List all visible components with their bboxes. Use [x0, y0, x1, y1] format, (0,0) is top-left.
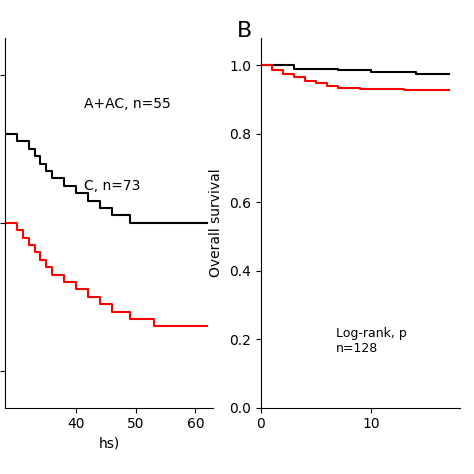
- Text: C, n=73: C, n=73: [84, 179, 140, 193]
- Text: B: B: [237, 21, 252, 41]
- Text: A+AC, n=55: A+AC, n=55: [84, 98, 171, 111]
- Text: Log-rank, p
n=128: Log-rank, p n=128: [337, 327, 407, 355]
- Y-axis label: Overall survival: Overall survival: [210, 168, 223, 277]
- X-axis label: hs): hs): [99, 437, 119, 451]
